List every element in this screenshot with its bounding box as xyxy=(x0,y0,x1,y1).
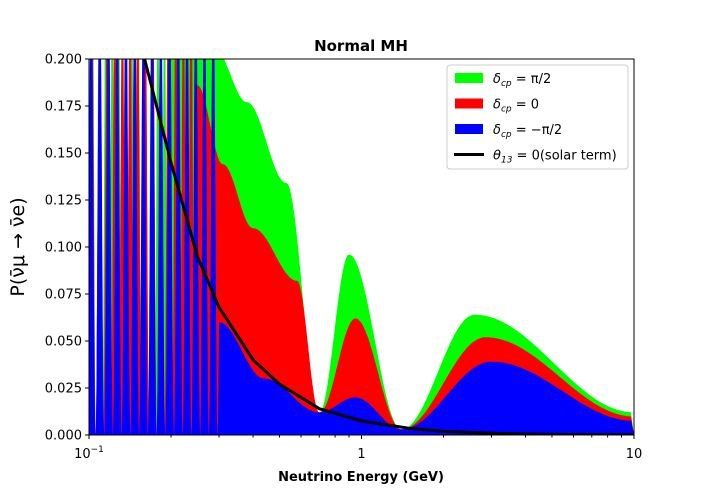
legend-swatch xyxy=(455,124,483,134)
legend-label: θ13 = 0(solar term) xyxy=(493,149,617,166)
legend-label: δcp = 0 xyxy=(493,98,539,115)
y-tick-label: 0.100 xyxy=(45,241,82,256)
series-area-3 xyxy=(89,59,634,435)
y-tick-label: 0.175 xyxy=(45,100,82,115)
x-axis-label: Neutrino Energy (GeV) xyxy=(278,470,444,485)
y-tick-label: 0.125 xyxy=(45,194,82,209)
plot-areas xyxy=(89,59,634,435)
x-axis: 10−1 1 10 xyxy=(74,435,642,462)
y-axis-label: P(ν̄μ → ν̄e) xyxy=(7,197,29,296)
legend-label: δcp = π/2 xyxy=(493,72,551,89)
x-tick-label: 10−1 xyxy=(74,445,104,462)
legend-swatch xyxy=(455,98,483,109)
chart-title: Normal MH xyxy=(314,37,408,55)
y-tick-label: 0.200 xyxy=(45,53,82,68)
legend: δcp = π/2 δcp = 0 δcp = −π/2 θ13 = 0(solar … xyxy=(446,64,629,170)
legend-label: δcp = −π/2 xyxy=(493,123,562,140)
y-tick-label: 0.000 xyxy=(45,429,82,444)
y-tick-label: 0.050 xyxy=(45,335,82,350)
y-tick-label: 0.075 xyxy=(45,288,82,303)
y-tick-label: 0.025 xyxy=(45,382,82,397)
series-line-1 xyxy=(143,59,634,435)
legend-swatch xyxy=(455,73,483,83)
legend-frame xyxy=(446,64,629,170)
plot-lines xyxy=(143,59,634,435)
y-axis: 0.000 0.025 0.050 0.075 0.100 0.125 0.150 0.175… xyxy=(45,53,89,444)
y-tick-label: 0.150 xyxy=(45,147,82,162)
x-tick-label: 1 xyxy=(357,447,365,462)
x-tick-label: 10 xyxy=(626,447,643,462)
